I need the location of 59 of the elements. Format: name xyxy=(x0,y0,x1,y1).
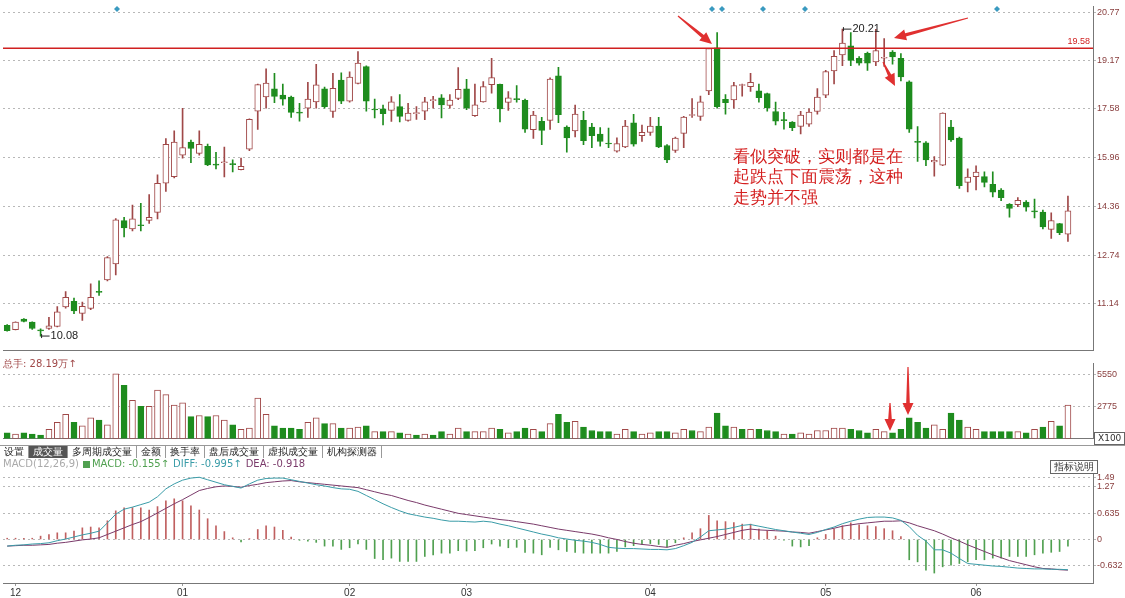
bar xyxy=(722,425,729,439)
bar xyxy=(1056,425,1063,439)
bar xyxy=(956,419,963,439)
y-tick-label: 11.14 xyxy=(1097,298,1119,309)
candlestick xyxy=(964,168,972,193)
y-tick-label: 14.36 xyxy=(1097,200,1120,211)
y-tick-label: -0.632 xyxy=(1097,560,1123,571)
text: 设置 xyxy=(0,446,29,458)
y-tick-label: 0 xyxy=(1097,533,1103,544)
text: 多周期成交量 xyxy=(68,446,137,458)
annotation: 10.08 xyxy=(50,329,79,342)
chart-title: 总手: 28.19万↑ xyxy=(3,358,77,369)
candlestick xyxy=(505,91,512,111)
x-tick-label: 12 xyxy=(9,586,22,598)
y-tick-label: 20.77 xyxy=(1097,6,1120,17)
bar xyxy=(363,425,370,439)
y-tick-label: 0.635 xyxy=(1097,507,1120,518)
candlestick xyxy=(145,194,153,224)
bar xyxy=(229,424,237,439)
annotation: 指标说明 xyxy=(1050,460,1098,474)
candlestick xyxy=(137,203,145,232)
y-tick-label: 12.74 xyxy=(1097,249,1120,260)
y-tick-label: 19.17 xyxy=(1097,55,1120,66)
y-tick-label: 5550 xyxy=(1097,368,1118,379)
y-tick-label: 1.27 xyxy=(1097,481,1115,492)
y-tick-label: 2775 xyxy=(1097,400,1118,411)
bar xyxy=(914,422,921,439)
bar xyxy=(563,422,571,439)
y-tick-label: 15.96 xyxy=(1097,152,1120,163)
x-tick-label: 01 xyxy=(177,586,189,598)
text: 成交量 xyxy=(29,446,68,458)
x-tick-label: 02 xyxy=(344,586,356,598)
text: 虚拟成交量 xyxy=(264,446,323,458)
x-tick-label: 03 xyxy=(461,586,473,598)
bar xyxy=(204,416,211,439)
x-tick-label: 06 xyxy=(970,586,983,598)
legend-label: MACD: -0.155↑ xyxy=(90,458,170,469)
bar xyxy=(555,413,562,439)
text: 金额 xyxy=(137,446,166,458)
x-tick-label: 05 xyxy=(820,586,832,598)
annotation: 看似突破，实则都是在起跌点下面震荡，这种走势并不强 xyxy=(733,146,904,208)
text: X100 xyxy=(1094,432,1125,445)
x-tick-label: 04 xyxy=(644,586,657,598)
y-tick-label: 17.58 xyxy=(1097,103,1120,114)
bar xyxy=(580,426,587,439)
bar xyxy=(137,405,145,439)
candlestick xyxy=(371,98,379,119)
ref-line-label: 19.58 xyxy=(1067,36,1090,47)
chart-title: MACD(12,26,9) xyxy=(3,458,79,469)
annotation: 20.21 xyxy=(852,22,880,35)
bar xyxy=(321,423,328,439)
text: 机构探测器 xyxy=(323,446,382,458)
text: 盘后成交量 xyxy=(205,446,264,458)
bar xyxy=(271,425,278,439)
text: 换手率 xyxy=(166,446,205,458)
series-label: DEA: -0.918 xyxy=(245,458,306,469)
candlestick xyxy=(212,152,220,170)
y-tick-label: 1.49 xyxy=(1097,472,1115,483)
series-label: DIFF: -0.995↑ xyxy=(173,458,242,469)
